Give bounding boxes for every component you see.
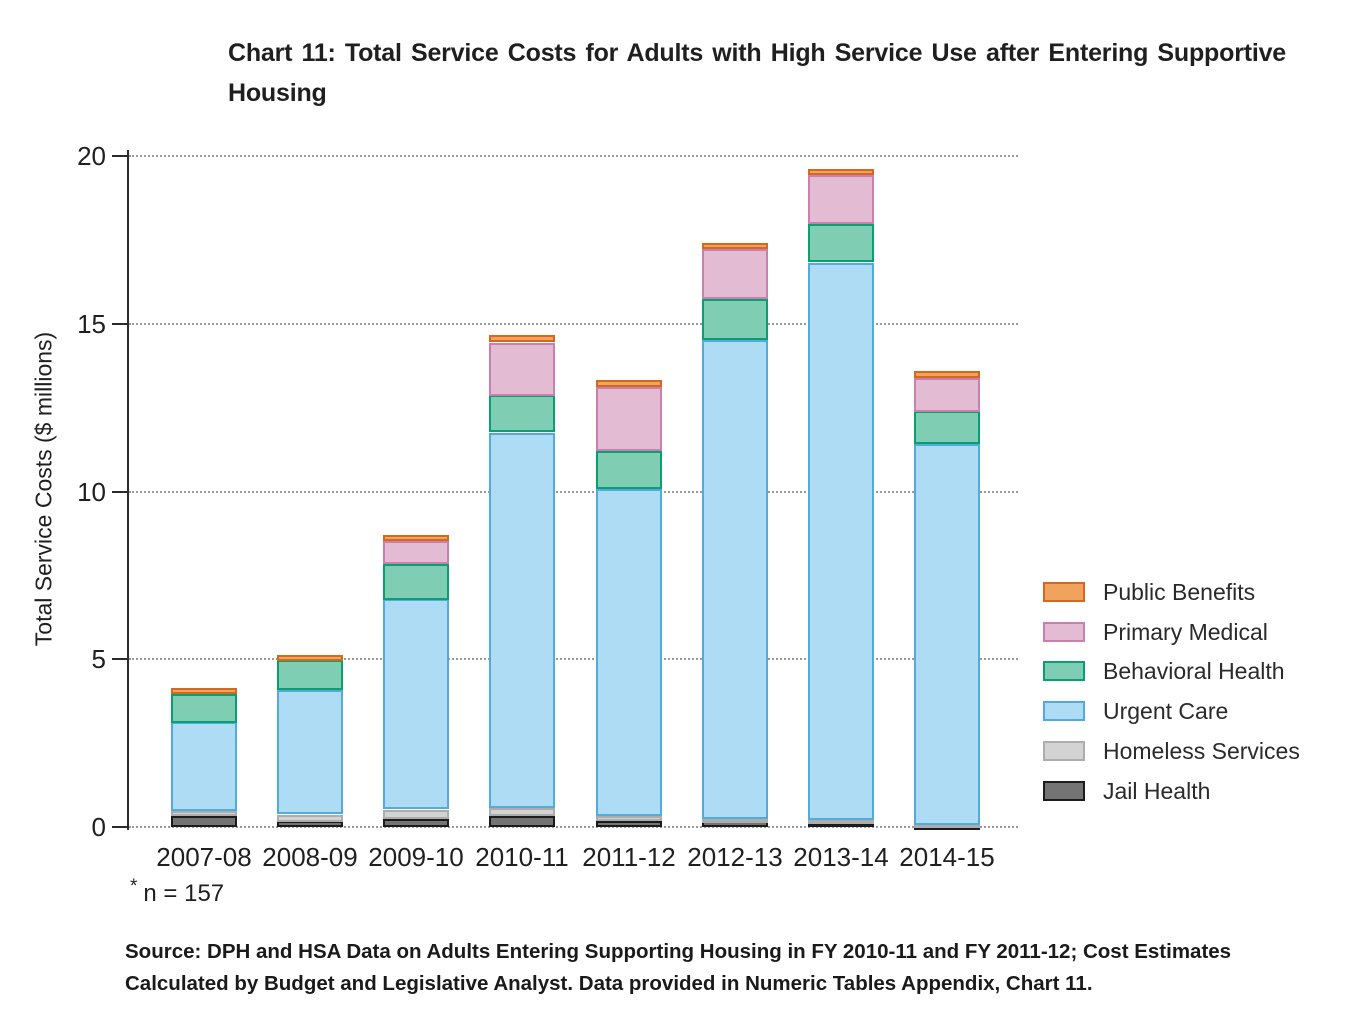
y-axis-tick-label: 5 [91,644,106,675]
bar-segment-jail-health [277,821,343,827]
bar-segment-behavioral-health [489,395,555,432]
chart-title: Chart 11: Total Service Costs for Adults… [228,39,1286,107]
bar-segment-homeless-services [596,816,662,821]
y-axis-tick-label: 0 [91,812,106,842]
x-axis-label: 2008-09 [262,842,358,872]
legend-swatch [1043,701,1085,721]
bar-segment-urgent-care [914,444,980,825]
legend-label: Primary Medical [1103,618,1268,645]
bar-segment-public-benefits [596,380,662,387]
bar-segment-urgent-care [808,263,874,820]
bar-segment-urgent-care [383,599,449,809]
y-axis-tick [112,826,127,828]
bar-segment-public-benefits [702,243,768,249]
bar-segment-homeless-services [383,810,449,819]
bar-segment-behavioral-health [808,224,874,262]
legend-item-public-benefits: Public Benefits [1043,578,1256,605]
x-axis-label: 2013-14 [793,842,889,872]
bar-segment-behavioral-health [596,451,662,489]
bar-segment-behavioral-health [383,564,449,600]
gridline [129,490,1018,493]
bar-segment-jail-health [596,821,662,827]
bar-segment-primary-medical [702,249,768,299]
bar-segment-primary-medical [383,541,449,564]
bar-segment-homeless-services [277,815,343,822]
bar-segment-behavioral-health [277,660,343,690]
legend-item-primary-medical: Primary Medical [1043,618,1268,645]
x-axis-label: 2014-15 [899,842,995,872]
gridline [129,826,1018,828]
x-axis-label: 2012-13 [687,842,783,872]
legend-label: Jail Health [1103,777,1211,804]
legend-swatch [1043,622,1085,642]
legend-swatch [1043,661,1085,681]
bar-segment-jail-health [171,816,237,827]
bar-segment-jail-health [383,819,449,827]
y-axis-tick [112,658,127,661]
bar-segment-behavioral-health [702,299,768,340]
gridline [129,658,1018,661]
y-axis-tick-label: 20 [77,141,106,172]
source-note: Source: DPH and HSA Data on Adults Enter… [125,940,1232,995]
x-axis-label: 2009-10 [368,842,464,872]
y-axis-line [127,150,129,830]
bar-segment-homeless-services [171,811,237,816]
y-axis-tick [112,490,127,493]
x-axis-label: 2007-08 [156,842,252,872]
legend-label: Homeless Services [1103,737,1300,764]
bar-segment-primary-medical [596,387,662,451]
bar-segment-primary-medical [489,343,555,396]
bar-segment-public-benefits [489,335,555,342]
bar-segment-urgent-care [702,340,768,819]
bar-segment-urgent-care [489,433,555,808]
legend-item-behavioral-health: Behavioral Health [1043,657,1285,684]
legend-label: Public Benefits [1103,578,1256,605]
legend-label: Urgent Care [1103,697,1229,724]
bar-segment-jail-health [489,816,555,827]
legend-swatch [1043,582,1085,602]
gridline [129,322,1018,325]
x-axis-label: 2011-12 [582,842,676,872]
legend-swatch [1043,741,1085,761]
footnote-text: n = 157 [143,880,225,907]
bar-segment-behavioral-health [914,411,980,444]
bar-segment-homeless-services [489,808,555,816]
legend-swatch [1043,781,1085,801]
bar-segment-primary-medical [808,175,874,224]
bar-segment-urgent-care [596,489,662,816]
bar-segment-behavioral-health [171,694,237,723]
y-axis-tick [112,155,127,158]
y-axis-tick-label: 10 [77,476,106,507]
y-axis-tick-label: 15 [77,308,106,339]
bar-segment-public-benefits [383,535,449,541]
footnote: * n = 157 [130,876,224,908]
bar-segment-public-benefits [914,371,980,378]
bar-segment-urgent-care [171,722,237,811]
bar-segment-jail-health [808,823,874,827]
bar-segment-homeless-services [914,824,980,828]
legend-item-jail-health: Jail Health [1043,777,1211,804]
footnote-asterisk: * [130,876,138,897]
bar-segment-public-benefits [171,688,237,694]
legend-item-homeless-services: Homeless Services [1043,737,1300,764]
legend-item-urgent-care: Urgent Care [1043,697,1229,724]
bar-segment-public-benefits [808,169,874,175]
x-axis-label: 2010-11 [475,842,569,872]
y-axis-tick [112,322,127,325]
bar-segment-homeless-services [702,819,768,823]
bar-segment-public-benefits [277,655,343,661]
bar-segment-urgent-care [277,690,343,814]
legend-label: Behavioral Health [1103,657,1285,684]
gridline [129,155,1018,158]
bar-segment-homeless-services [808,820,874,824]
bar-segment-primary-medical [914,378,980,412]
